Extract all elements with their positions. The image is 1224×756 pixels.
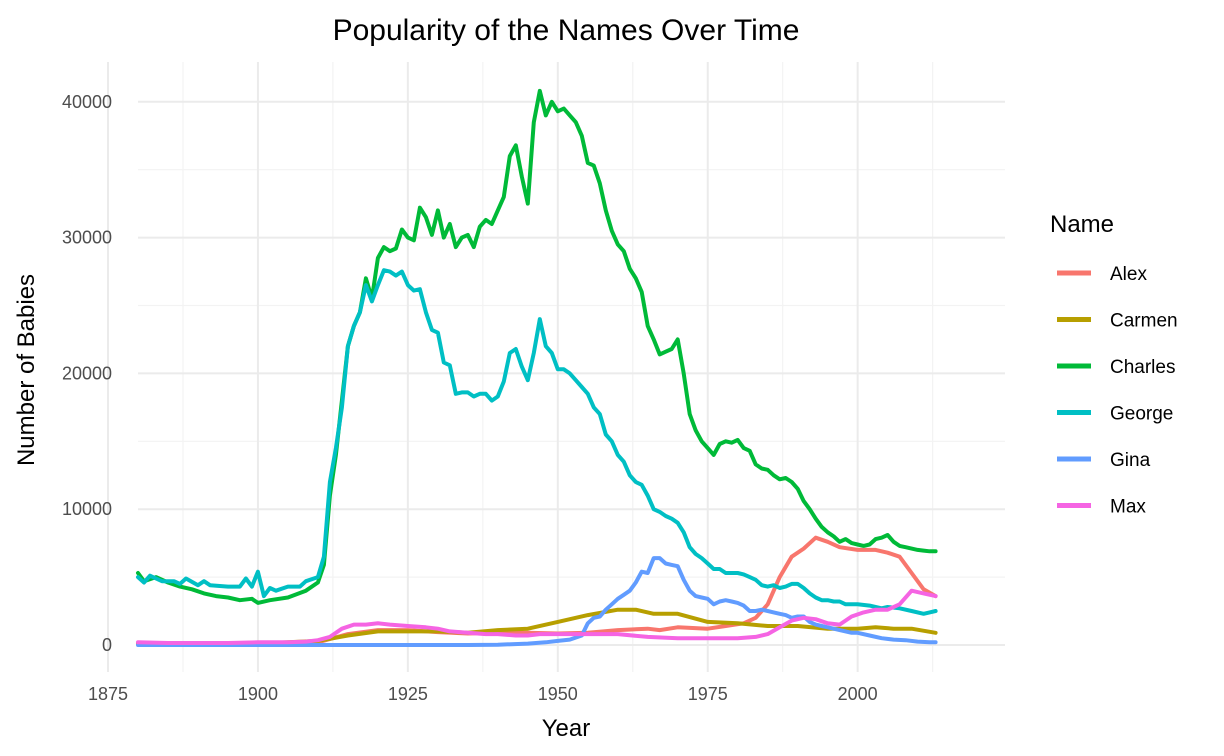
y-axis-title: Number of Babies xyxy=(13,274,40,466)
series-line-max xyxy=(136,588,938,645)
y-axis-ticks: 0 10000 20000 30000 40000 xyxy=(62,92,112,655)
y-tick-label: 30000 xyxy=(62,228,112,248)
x-tick-label: 1975 xyxy=(688,684,728,704)
y-tick-label: 40000 xyxy=(62,92,112,112)
y-tick-label: 10000 xyxy=(62,499,112,519)
series-line-george xyxy=(136,268,938,616)
x-tick-label: 1875 xyxy=(88,684,128,704)
legend-label-charles: Charles xyxy=(1110,357,1175,378)
legend-label-gina: Gina xyxy=(1110,450,1151,471)
chart-title: Popularity of the Names Over Time xyxy=(333,14,800,47)
legend: Name Alex Carmen Charles George Gina Max xyxy=(1050,211,1178,518)
legend-label-max: Max xyxy=(1110,497,1146,518)
x-tick-label: 1900 xyxy=(238,684,278,704)
series-line-gina xyxy=(136,556,938,647)
legend-label-george: George xyxy=(1110,404,1173,425)
series-layer xyxy=(136,88,938,647)
x-tick-label: 1950 xyxy=(538,684,578,704)
y-tick-label: 20000 xyxy=(62,363,112,383)
x-axis-title: Year xyxy=(542,715,591,742)
legend-title: Name xyxy=(1050,211,1114,238)
x-tick-label: 2000 xyxy=(838,684,878,704)
series-line-carmen xyxy=(136,607,938,646)
legend-label-carmen: Carmen xyxy=(1110,311,1178,332)
x-tick-label: 1925 xyxy=(388,684,428,704)
x-axis-ticks: 1875 1900 1925 1950 1975 2000 xyxy=(88,684,878,704)
y-tick-label: 0 xyxy=(102,635,112,655)
legend-label-alex: Alex xyxy=(1110,264,1147,285)
